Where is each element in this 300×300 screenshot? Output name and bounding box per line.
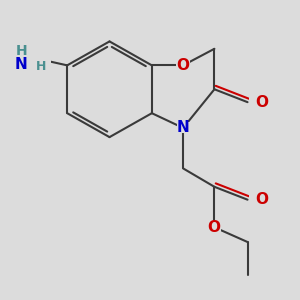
Text: O: O [207, 220, 220, 235]
Text: O: O [177, 58, 190, 73]
Text: N: N [177, 120, 190, 135]
Bar [249, 97, 262, 108]
Text: O: O [256, 95, 268, 110]
Bar [249, 194, 262, 205]
Text: H: H [36, 60, 46, 73]
Text: O: O [256, 192, 268, 207]
Text: H: H [15, 44, 27, 58]
Bar [207, 222, 221, 233]
Bar [10, 49, 51, 74]
Text: N: N [15, 57, 28, 72]
Bar [176, 60, 190, 71]
Bar [177, 122, 190, 134]
